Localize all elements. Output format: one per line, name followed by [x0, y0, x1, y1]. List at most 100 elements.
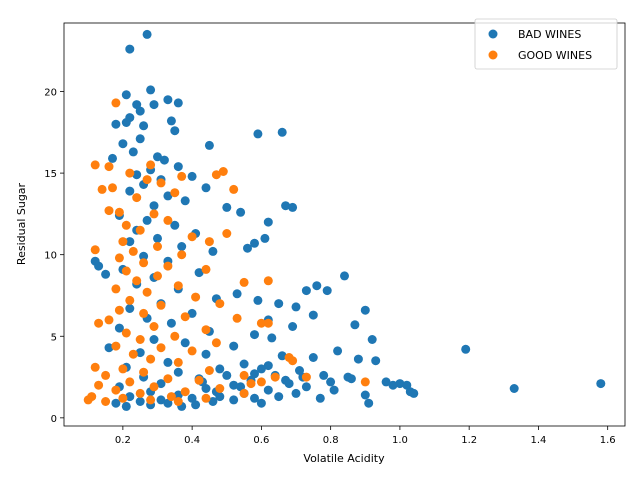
data-point-good-wines: [104, 315, 114, 325]
x-axis-label: Volatile Acidity: [303, 452, 385, 465]
data-point-bad-wines: [135, 106, 145, 116]
data-point-good-wines: [139, 308, 149, 318]
x-tick-label: 0.2: [115, 435, 131, 446]
data-point-bad-wines: [263, 385, 273, 395]
data-point-bad-wines: [274, 392, 284, 402]
data-point-good-wines: [128, 349, 138, 359]
data-point-good-wines: [139, 367, 149, 377]
data-point-bad-wines: [108, 153, 117, 163]
data-point-bad-wines: [173, 367, 183, 377]
data-point-good-wines: [288, 356, 298, 366]
data-point-good-wines: [211, 338, 221, 348]
data-point-bad-wines: [201, 384, 211, 393]
data-point-good-wines: [111, 284, 121, 294]
legend-marker-good-wines: [488, 50, 498, 60]
data-point-bad-wines: [139, 251, 149, 261]
data-point-bad-wines: [125, 304, 135, 313]
data-point-good-wines: [163, 261, 173, 271]
y-tick-label: 10: [44, 251, 57, 262]
data-point-good-wines: [201, 393, 211, 403]
data-point-bad-wines: [149, 201, 159, 211]
data-point-good-wines: [146, 354, 156, 364]
data-point-good-wines: [170, 188, 180, 198]
data-point-bad-wines: [256, 364, 266, 374]
data-point-bad-wines: [236, 207, 246, 217]
data-point-bad-wines: [135, 134, 145, 144]
data-point-bad-wines: [180, 196, 190, 206]
data-point-bad-wines: [360, 390, 370, 400]
data-point-bad-wines: [353, 354, 363, 364]
data-point-bad-wines: [187, 171, 197, 181]
data-point-good-wines: [118, 364, 128, 374]
data-point-bad-wines: [104, 343, 114, 353]
data-point-bad-wines: [281, 201, 291, 211]
data-point-bad-wines: [509, 384, 519, 393]
data-point-bad-wines: [173, 98, 183, 108]
data-point-bad-wines: [191, 400, 201, 410]
data-point-bad-wines: [163, 191, 173, 201]
data-point-good-wines: [218, 167, 228, 176]
data-point-bad-wines: [194, 268, 204, 278]
data-point-good-wines: [201, 264, 211, 274]
data-point-bad-wines: [170, 126, 180, 136]
data-point-good-wines: [111, 341, 121, 351]
data-point-bad-wines: [118, 139, 128, 149]
data-point-good-wines: [104, 162, 114, 172]
x-tick-label: 1.4: [530, 435, 546, 446]
data-point-bad-wines: [149, 335, 159, 344]
data-point-bad-wines: [166, 116, 176, 126]
data-point-bad-wines: [260, 233, 270, 243]
data-point-bad-wines: [312, 281, 322, 291]
data-point-bad-wines: [326, 377, 336, 387]
data-point-bad-wines: [121, 118, 131, 127]
plot-frame: [63, 22, 626, 427]
data-point-bad-wines: [125, 237, 135, 247]
data-point-good-wines: [125, 168, 135, 178]
data-point-bad-wines: [177, 242, 187, 251]
data-point-good-wines: [94, 318, 104, 328]
data-point-bad-wines: [409, 388, 419, 398]
data-point-good-wines: [108, 183, 117, 193]
data-point-good-wines: [163, 215, 173, 225]
data-point-bad-wines: [371, 356, 381, 366]
data-point-good-wines: [121, 328, 131, 338]
data-point-good-wines: [211, 170, 221, 180]
data-point-bad-wines: [142, 215, 152, 225]
data-point-bad-wines: [253, 295, 263, 305]
data-point-good-wines: [83, 395, 93, 405]
data-point-bad-wines: [111, 398, 121, 408]
data-point-good-wines: [191, 292, 201, 302]
data-point-bad-wines: [333, 346, 343, 356]
data-point-good-wines: [256, 318, 266, 328]
data-point-bad-wines: [229, 395, 239, 405]
data-point-good-wines: [187, 346, 197, 356]
x-tick-label: 1.2: [461, 435, 477, 446]
y-tick-label: 15: [44, 169, 57, 180]
plot-points: [83, 29, 606, 411]
y-axis: 0 5 10 15 20: [44, 88, 64, 425]
data-point-good-wines: [177, 171, 187, 181]
data-point-good-wines: [360, 377, 370, 387]
data-point-good-wines: [177, 250, 187, 260]
data-point-good-wines: [239, 388, 249, 398]
data-point-good-wines: [239, 277, 249, 287]
data-point-good-wines: [204, 237, 214, 247]
data-point-good-wines: [135, 335, 145, 344]
data-point-bad-wines: [461, 344, 471, 354]
data-point-bad-wines: [222, 202, 232, 212]
data-point-bad-wines: [121, 401, 131, 411]
data-point-good-wines: [170, 331, 180, 341]
data-point-bad-wines: [94, 261, 104, 271]
data-point-bad-wines: [267, 333, 277, 343]
data-point-bad-wines: [111, 119, 121, 129]
data-point-good-wines: [153, 271, 162, 281]
data-point-bad-wines: [395, 379, 405, 389]
data-point-bad-wines: [277, 127, 287, 137]
data-point-bad-wines: [340, 271, 349, 281]
data-point-bad-wines: [301, 382, 311, 392]
data-point-bad-wines: [291, 388, 301, 398]
data-point-bad-wines: [135, 397, 145, 406]
data-point-bad-wines: [163, 398, 173, 408]
data-point-bad-wines: [163, 95, 173, 105]
